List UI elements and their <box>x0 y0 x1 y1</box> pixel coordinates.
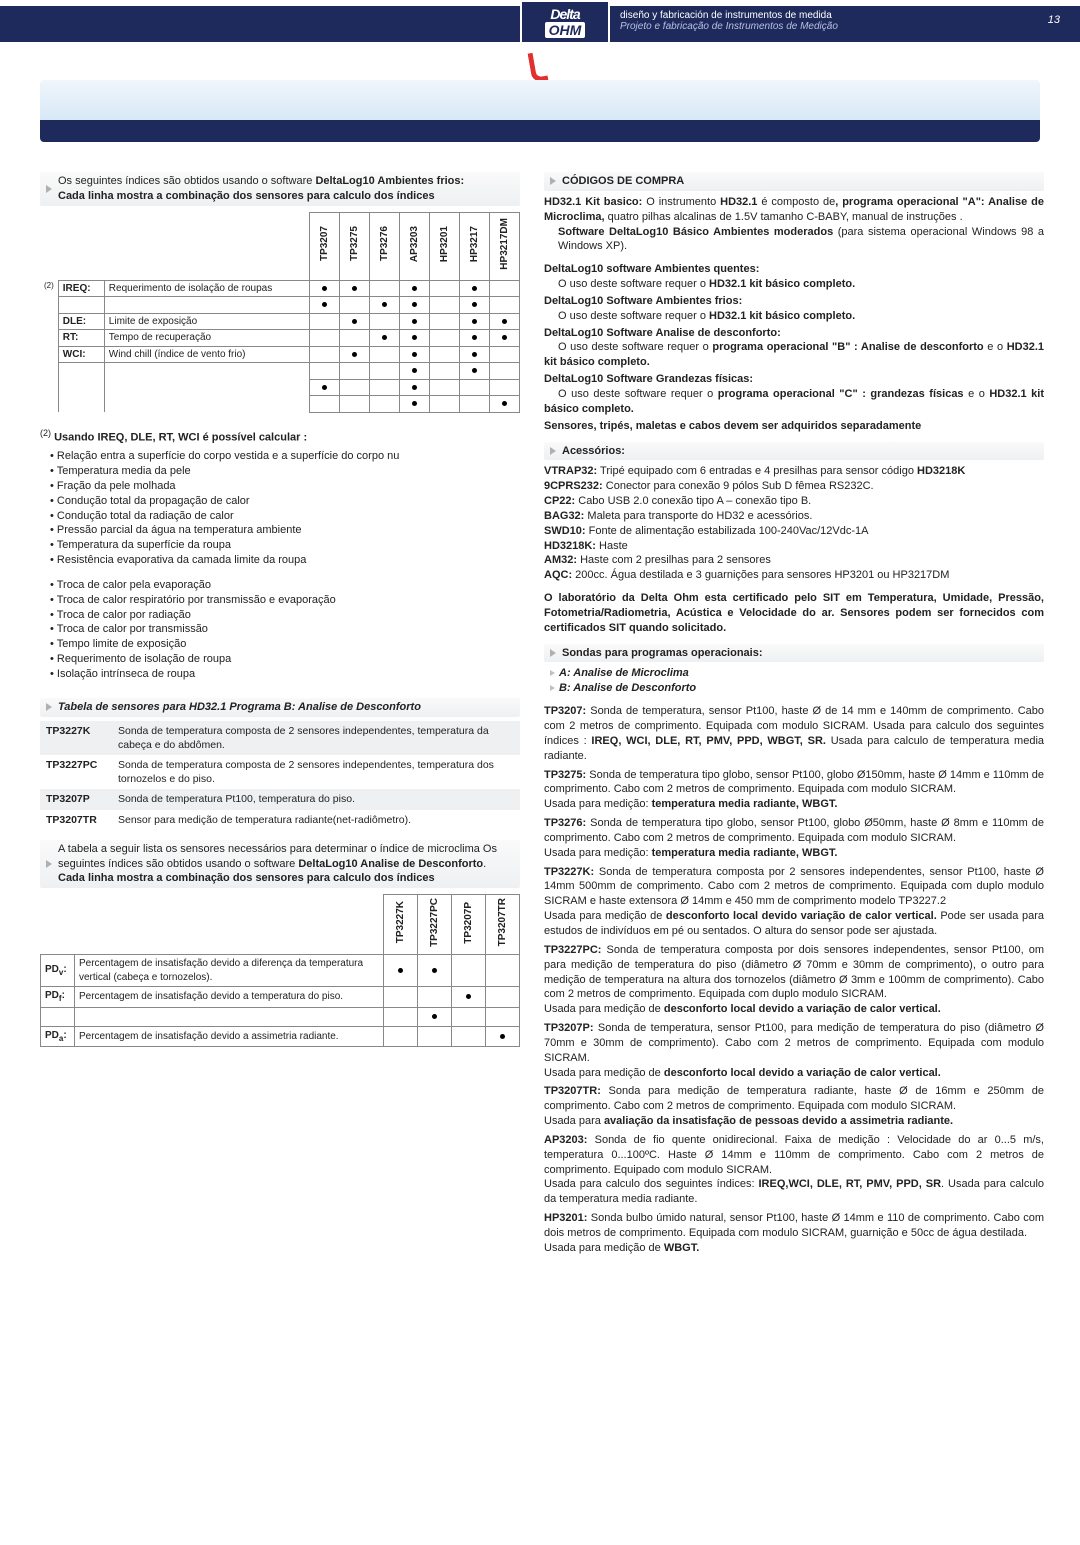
codigos-title: CÓDIGOS DE COMPRA <box>562 174 684 189</box>
chevron-icon <box>46 860 52 868</box>
sondas-title: Sondas para programas operacionais: <box>562 646 763 661</box>
separate-note: Sensores, tripés, maletas e cabos devem … <box>544 420 921 432</box>
chevron-icon <box>550 177 556 185</box>
calc-heading: Usando IREQ, DLE, RT, WCI é possível cal… <box>54 431 307 443</box>
codigos-title-row: CÓDIGOS DE COMPRA <box>544 172 1044 191</box>
program-list: A: Analise de Microclima B: Analise de D… <box>550 666 1044 696</box>
calc-list-2: Troca de calor pela evaporaçãoTroca de c… <box>40 578 520 682</box>
accessories-list: VTRAP32: Tripé equipado com 6 entradas e… <box>544 464 1044 583</box>
desc-intro: A tabela a seguir lista os sensores nece… <box>58 842 514 887</box>
pd-table: TP3227KTP3227PCTP3207PTP3207TRPDv:Percen… <box>40 894 520 1047</box>
sensor-table-1: TP3207TP3275TP3276AP3203HP3201HP3217HP32… <box>40 212 520 413</box>
probes-list: TP3207: Sonda de temperatura, sensor Pt1… <box>544 704 1044 1256</box>
acc-title-row: Acessórios: <box>544 442 1044 461</box>
triangle-icon <box>550 670 555 676</box>
logo: Delta OHM <box>520 0 610 44</box>
section-bar <box>40 120 1040 142</box>
page-number: 13 <box>1048 14 1060 26</box>
annotation-mark <box>528 51 549 83</box>
tagline-pt: Projeto e fabricação de Instrumentos de … <box>620 21 1080 32</box>
logo-bottom: OHM <box>545 22 586 38</box>
page: diseño y fabricación de instrumentos de … <box>0 0 1080 1545</box>
intro-text: Os seguintes índices são obtidos usando … <box>58 174 464 204</box>
sondas-title-row: Sondas para programas operacionais: <box>544 644 1044 663</box>
content: Os seguintes índices são obtidos usando … <box>0 142 1080 1280</box>
chevron-icon <box>46 185 52 193</box>
triangle-icon <box>550 685 555 691</box>
logo-top: Delta <box>550 6 579 22</box>
intro-block: Os seguintes índices são obtidos usando … <box>40 172 520 206</box>
left-column: Os seguintes índices são obtidos usando … <box>40 172 520 1260</box>
software-list: DeltaLog10 software Ambientes quentes:O … <box>544 262 1044 416</box>
right-column: CÓDIGOS DE COMPRA HD32.1 Kit basico: O i… <box>544 172 1044 1260</box>
tagline-es: diseño y fabricación de instrumentos de … <box>620 10 1080 21</box>
calc-block: (2) Usando IREQ, DLE, RT, WCI é possível… <box>40 427 520 682</box>
header: diseño y fabricación de instrumentos de … <box>0 0 1080 50</box>
senb-title-row: Tabela de sensores para HD32.1 Programa … <box>40 698 520 717</box>
chevron-icon <box>46 703 52 711</box>
chevron-icon <box>550 447 556 455</box>
acc-title: Acessórios: <box>562 444 625 459</box>
desc-intro-row: A tabela a seguir lista os sensores nece… <box>40 840 520 889</box>
senb-title: Tabela de sensores para HD32.1 Programa … <box>58 700 421 715</box>
chevron-icon <box>550 649 556 657</box>
lab-cert: O laboratório da Delta Ohm esta certific… <box>544 592 1044 634</box>
section-header <box>40 80 1040 120</box>
sensor-b-table: TP3227KSonda de temperatura composta de … <box>40 721 520 830</box>
kit-block: HD32.1 Kit basico: O instrumento HD32.1 … <box>544 195 1044 254</box>
calc-list-1: Relação entra a superfície do corpo vest… <box>40 449 520 568</box>
